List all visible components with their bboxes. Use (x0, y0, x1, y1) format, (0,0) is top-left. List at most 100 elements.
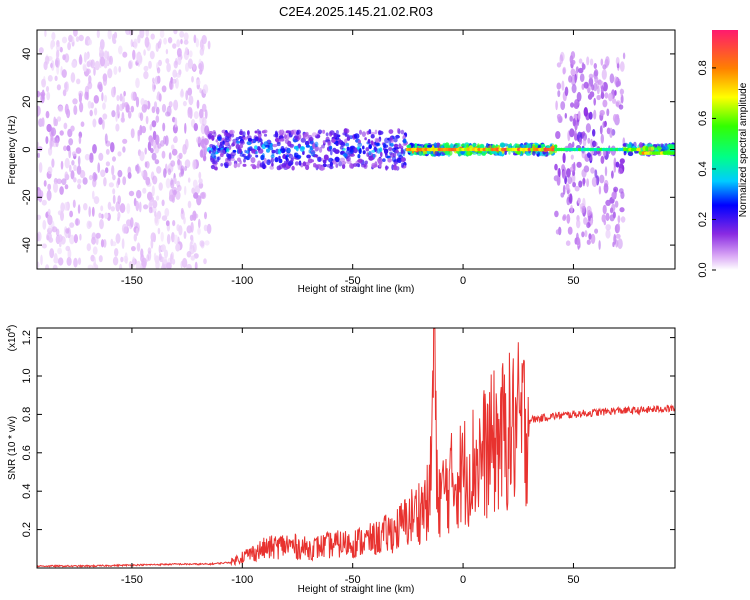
colorbar: 0.0 0.2 0.4 0.6 0.8 Normalized spectral ampl… (697, 30, 749, 278)
spectrogram-cell (82, 177, 88, 185)
spectrogram-cell (46, 91, 51, 101)
spectrogram-cell (47, 166, 53, 175)
spectrogram-cell (284, 134, 287, 140)
spectrogram-cell (46, 189, 52, 201)
spectrogram-cell (187, 58, 193, 69)
spectrogram-cell (189, 50, 193, 58)
spectrogram-cell (342, 153, 348, 157)
spectrogram-cell (567, 226, 573, 235)
spectrogram-cell (600, 58, 604, 66)
spectrogram-cell (195, 38, 199, 48)
spectrogram-cell (335, 142, 339, 146)
spectrogram-cell (609, 127, 613, 138)
spectrogram-cell (579, 73, 585, 82)
spectrogram-cell (151, 106, 156, 114)
spectrogram-cell (103, 177, 107, 187)
spectrogram-cell (204, 240, 210, 246)
spectrogram-cell (64, 184, 69, 190)
spectrogram-cell (184, 47, 189, 56)
spectrogram-cell (581, 168, 587, 178)
spectrogram-cell (322, 129, 326, 134)
spectrogram-cell (555, 100, 558, 111)
spectrogram-cell (572, 118, 576, 127)
spectrogram-cell (104, 133, 108, 144)
spectrogram-cell (356, 163, 360, 167)
spectrogram-cell (135, 227, 139, 236)
spectrogram-cell (46, 235, 50, 241)
spectrogram-cell (330, 150, 333, 156)
spectrogram-cell (95, 232, 101, 239)
spectrogram-cell (606, 108, 610, 117)
spectrogram-cell (201, 103, 207, 112)
spectrogram-cell (192, 242, 197, 253)
spectrogram-cell (670, 151, 675, 155)
spectrogram-cell (126, 219, 132, 227)
spectrogram-cell (187, 177, 191, 183)
spectrogram-cell (137, 131, 141, 142)
y-tick-label: 20 (21, 96, 33, 108)
spectrogram-cell (246, 141, 252, 146)
spectrogram-cell (186, 263, 192, 269)
spectrogram-cell (346, 146, 350, 151)
spectrogram-cell (45, 86, 50, 92)
spectrogram-cell (611, 191, 617, 200)
spectrogram-cell (370, 140, 374, 146)
spectrogram-cell (374, 164, 378, 168)
spectrogram-cell (151, 185, 155, 197)
spectrogram-cell (376, 142, 380, 146)
spectrogram-cell (603, 219, 607, 226)
spectrogram-cell (120, 256, 124, 263)
spectrogram-cell (346, 136, 351, 141)
spectrogram-cell (418, 152, 424, 156)
spectrogram-cell (167, 37, 173, 44)
spectrogram-cell (67, 248, 72, 260)
spectrogram-cell (47, 214, 53, 226)
colorbar-tick-label: 0.2 (697, 212, 709, 227)
snr-series-line (37, 328, 675, 568)
spectrogram-cell (72, 98, 78, 105)
spectrogram-cell (620, 216, 626, 223)
spectrogram-cell (575, 237, 581, 246)
spectrogram-cell (365, 147, 370, 152)
spectrogram-cell (265, 144, 270, 148)
spectrogram-cell (127, 110, 132, 119)
spectrogram-cell (444, 143, 449, 148)
spectrogram-cell (151, 120, 157, 128)
spectrogram-cell (60, 210, 64, 222)
spectrogram-cell (620, 88, 623, 97)
spectrogram-cell (349, 146, 353, 152)
spectrogram-cell (61, 69, 67, 78)
spectrogram-cell (339, 145, 344, 150)
spectrogram-cell (86, 220, 92, 230)
spectrogram-cell (384, 149, 388, 156)
spectrogram-cell (333, 132, 338, 139)
spectrogram-cell (247, 130, 250, 136)
spectrogram-cell (161, 264, 166, 269)
spectrogram-cell (55, 43, 61, 52)
spectrogram-cell (322, 159, 327, 164)
spectrogram-cell (193, 123, 198, 132)
spectrogram-cell (94, 107, 98, 116)
spectrogram-cell (560, 192, 565, 198)
spectrogram-cell (329, 161, 333, 167)
spectrogram-cell (605, 229, 611, 239)
spectrogram-cell (370, 134, 375, 139)
spectrogram-cell (300, 137, 306, 143)
spectrogram-cell (45, 136, 49, 145)
spectrogram-cell (329, 145, 333, 150)
spectrogram-cell (163, 37, 168, 45)
spectrogram-cell (321, 144, 325, 149)
spectrogram-cell (541, 144, 546, 148)
spectrogram-x-axis-title: Height of straight line (km) (298, 284, 415, 295)
spectrogram-cell (160, 231, 164, 242)
spectrogram-cell (661, 144, 665, 149)
spectrogram-cell (69, 222, 75, 228)
spectrogram-cell (576, 91, 582, 102)
colorbar-tick-label: 0.4 (697, 161, 709, 176)
colorbar-tick-label: 0.8 (697, 60, 709, 75)
spectrogram-cell (272, 143, 278, 148)
spectrogram-cell (345, 142, 350, 147)
spectrogram-cell (616, 63, 620, 69)
spectrogram-cell (525, 151, 529, 155)
spectrogram-cell (166, 62, 171, 73)
